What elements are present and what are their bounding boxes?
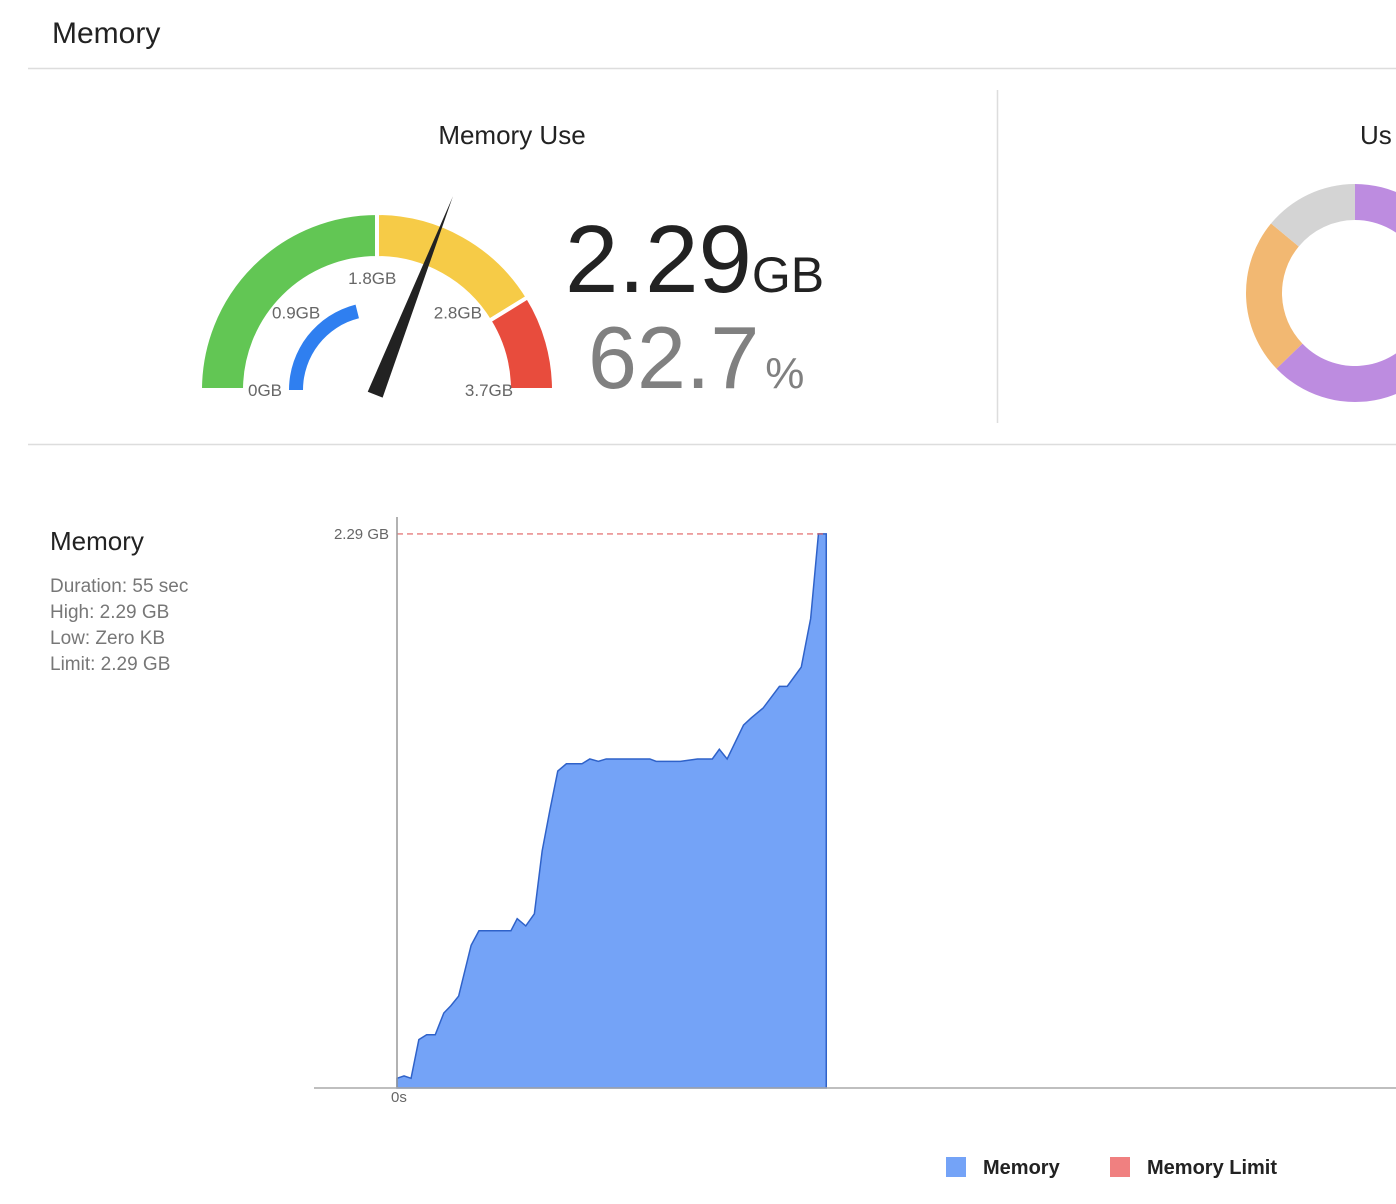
summary-line: Duration: 55 sec [50,576,188,597]
legend: Memory Memory Limit [946,1157,1277,1179]
usage-title: Us [1360,120,1392,150]
gauge: 0GB 0.9GB 1.8GB 2.8GB 3.7GB [197,196,557,400]
legend-label: Memory [983,1157,1061,1179]
memory-area [396,533,828,1089]
gauge-needle [367,196,453,398]
usage-pie [1246,184,1396,402]
gauge-tick-label: 0GB [248,381,282,400]
percent: 62.7 [588,308,759,407]
summary: Duration: 55 sec High: 2.29 GB Low: Zero K… [50,576,188,675]
gauge-tick-label: 0.9GB [272,304,320,323]
y-tick-label: 2.29 GB [334,526,389,543]
gauge-tick-label: 2.8GB [434,304,482,323]
percent-value: 62.7% [588,308,804,407]
legend-label: Memory Limit [1147,1157,1277,1179]
legend-swatch [946,1157,966,1177]
gauge-title: Memory Use [438,120,585,150]
memory-value: 2.29GB [565,206,824,313]
value: 2.29 [565,206,752,313]
x-tick-label: 0s [391,1089,407,1106]
legend-swatch [1110,1157,1130,1177]
unit: GB [752,247,824,303]
summary-line: Limit: 2.29 GB [50,654,170,675]
summary-line: Low: Zero KB [50,628,165,649]
summary-title: Memory [50,526,144,556]
percent-unit: % [765,349,804,398]
pie-slice [1276,184,1396,402]
gauge-band [197,210,379,392]
summary-line: High: 2.29 GB [50,602,169,623]
page-title: Memory [52,17,160,50]
gauge-tick-label: 1.8GB [348,269,396,288]
gauge-band [486,294,557,392]
pie-slice [1246,223,1303,369]
pie-slice [1271,184,1355,247]
gauge-tick-label: 3.7GB [465,381,513,400]
memory-chart: 2.29 GB 0s [314,517,1396,1106]
gauge-inner-arc [289,304,359,390]
